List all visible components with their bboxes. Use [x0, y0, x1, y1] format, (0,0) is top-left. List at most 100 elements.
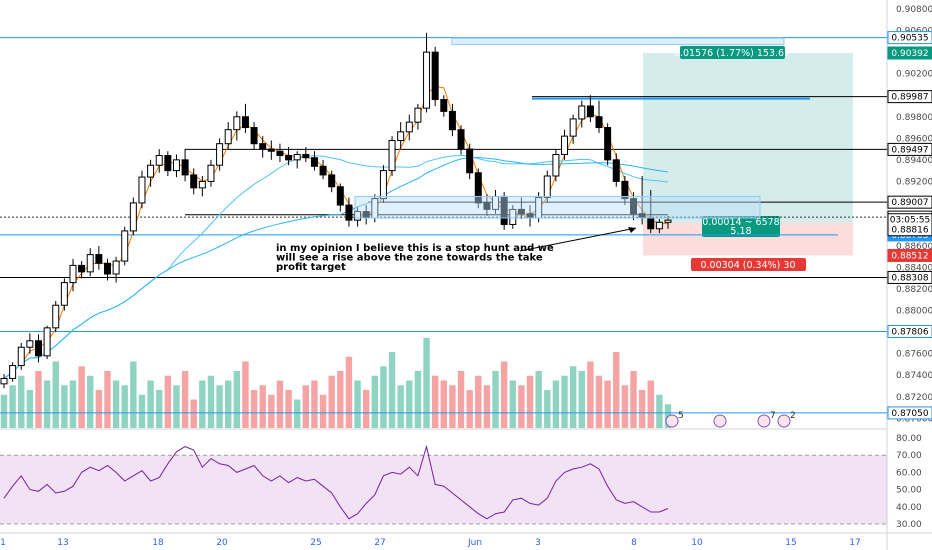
- volume-bar: [78, 366, 85, 428]
- horizontal-levels[interactable]: [0, 37, 887, 414]
- price-tick: 0.89600: [896, 134, 932, 144]
- volume-bar: [414, 371, 422, 428]
- volume-bar: [9, 385, 16, 428]
- candle-body: [552, 153, 560, 177]
- time-tick: 27: [374, 538, 385, 548]
- stop-label-text: 0.00304 (0.34%) 30: [700, 260, 795, 271]
- position-center-box: [702, 216, 780, 237]
- candlestick-series: [0, 32, 672, 389]
- volume-bar: [561, 375, 568, 428]
- volume-bar: [173, 385, 180, 428]
- candle-body: [9, 365, 17, 379]
- price-tag-text: 0.87806: [891, 328, 928, 338]
- candle-body: [276, 150, 284, 157]
- candle-body: [414, 107, 422, 123]
- time-tick: 13: [57, 538, 68, 548]
- candle-body: [207, 164, 215, 182]
- annotation-layer[interactable]: in my opinion I believe this is a stop h…: [276, 37, 785, 273]
- volume-bar: [466, 390, 473, 428]
- volume-bar: [199, 380, 206, 428]
- volume-bar: [293, 399, 301, 428]
- candle-body: [129, 202, 137, 232]
- price-tag-text: 0.88512: [891, 251, 928, 261]
- volume-bar: [526, 375, 534, 428]
- candle-body: [86, 254, 94, 273]
- position-tool[interactable]: 0.01576 (1.77%) 153.67 0.00304 (0.34%) 30…: [643, 46, 853, 271]
- volume-bar: [397, 385, 404, 428]
- target-label-text: 0.01576 (1.77%) 153.67: [674, 48, 790, 59]
- candle-body: [241, 116, 249, 129]
- event-icons[interactable]: 5 7 2: [665, 411, 796, 428]
- volume-bar: [552, 380, 560, 428]
- price-tag-text: 0.89987: [891, 93, 928, 103]
- candle-body: [483, 202, 491, 210]
- price-tick: 0.90200: [896, 70, 932, 80]
- volume-bar: [61, 385, 68, 428]
- price-tick: 0.88600: [896, 242, 932, 252]
- candle-body: [586, 105, 594, 118]
- candle-body: [388, 139, 396, 172]
- rsi-tick: 30.00: [896, 520, 922, 530]
- price-tick: 0.88200: [896, 285, 932, 295]
- candle-body: [457, 129, 465, 150]
- volume-bar: [18, 375, 25, 428]
- volume-bar: [647, 380, 654, 428]
- position-center-text-2: 5.18: [730, 226, 751, 237]
- time-tick: 20: [216, 538, 228, 548]
- stop-label-box: [691, 258, 806, 271]
- candle-body: [34, 340, 42, 357]
- volume-bar: [431, 375, 439, 428]
- price-tag-text: 0.88308: [891, 273, 928, 283]
- volume-bar: [604, 380, 611, 428]
- candle-body: [569, 118, 577, 137]
- support-zone: [354, 195, 761, 219]
- time-tick: 15: [785, 538, 796, 548]
- time-tick: 10: [691, 538, 703, 548]
- candle-body: [310, 157, 318, 167]
- position-center-text-1: 0.00014 ~ 6578: [702, 217, 779, 228]
- candle-body: [612, 159, 620, 182]
- volume-bar: [345, 356, 353, 428]
- candle-body: [233, 116, 241, 131]
- volume-bar: [52, 361, 59, 428]
- candle-body: [52, 304, 60, 329]
- price-tick: 0.87400: [896, 371, 932, 381]
- volume-bar: [95, 390, 103, 428]
- volume-bar: [0, 394, 8, 428]
- time-tick: Jun: [467, 538, 482, 548]
- price-tag: [887, 31, 932, 45]
- target-label-box: [680, 46, 785, 59]
- volume-bar: [337, 371, 344, 428]
- annotation-line: profit target: [276, 262, 346, 273]
- volume-bar: [638, 390, 646, 428]
- price-tags: 0.90535 0.90392 0.89987 0.89497 0.89007 0.888…: [887, 31, 932, 420]
- volume-bar: [147, 380, 154, 428]
- volume-bar: [587, 361, 594, 428]
- volume-bar: [362, 390, 370, 428]
- candle-body: [405, 121, 413, 133]
- candle-body: [172, 159, 180, 172]
- volume-bar: [69, 380, 77, 428]
- volume-bar: [242, 361, 249, 428]
- event-icon: [665, 414, 679, 428]
- time-axis[interactable]: 1 13 18 20 25 27 Jun 3 8 10 15 17: [0, 538, 861, 548]
- volume-bar: [578, 371, 585, 428]
- volume-bar: [483, 385, 491, 428]
- price-tick: 0.89800: [896, 113, 932, 123]
- candle-body: [78, 264, 86, 273]
- event-icon: [757, 414, 771, 428]
- volume-bar: [535, 371, 542, 428]
- candle-body: [103, 262, 111, 275]
- volume-bar: [621, 385, 629, 428]
- time-tick: 17: [849, 538, 860, 548]
- candle-body: [397, 131, 405, 141]
- volume-bar: [388, 352, 396, 428]
- candle-body: [647, 217, 655, 230]
- rsi-tick: 70.00: [896, 451, 922, 461]
- price-tick: 0.87600: [896, 350, 932, 360]
- candle-body: [431, 51, 439, 101]
- volume-bar: [104, 371, 111, 428]
- candle-body: [164, 155, 172, 172]
